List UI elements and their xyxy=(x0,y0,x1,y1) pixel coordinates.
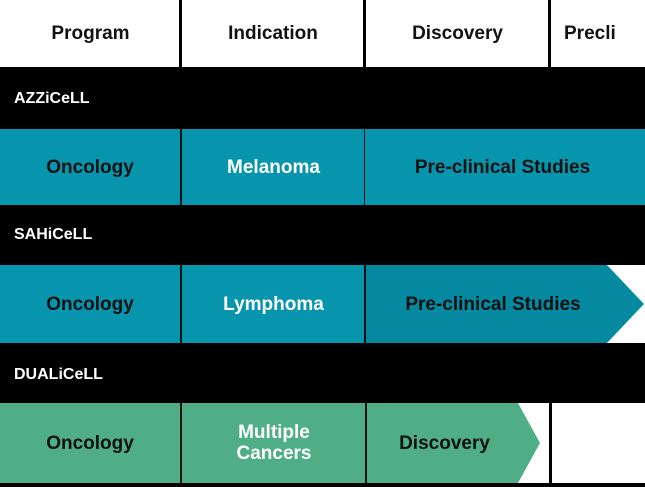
stage-arrow xyxy=(367,403,540,483)
program-cell: Oncology xyxy=(46,293,134,315)
name-band xyxy=(0,67,645,129)
divider xyxy=(549,403,552,483)
indication-cell: Multiple Cancers xyxy=(236,422,312,464)
divider xyxy=(548,0,551,67)
stage-arrow xyxy=(365,265,644,343)
program-cell: Oncology xyxy=(46,432,134,454)
stage-label: Discovery xyxy=(399,432,490,454)
header-cell: Discovery xyxy=(412,22,503,44)
stage-label: Pre-clinical Studies xyxy=(414,156,591,178)
bottom-border xyxy=(0,483,645,487)
divider xyxy=(179,0,182,67)
row-bg xyxy=(0,265,365,343)
program-name: AZZiCeLL xyxy=(14,90,90,107)
program-name: DUALiCeLL xyxy=(14,366,103,383)
header-cell: Program xyxy=(51,22,130,44)
header-cell: Precli xyxy=(564,22,616,44)
row-bg xyxy=(0,129,645,205)
stage-label: Pre-clinical Studies xyxy=(405,293,581,315)
row-bg xyxy=(0,403,367,483)
name-band xyxy=(0,205,645,265)
indication-cell: Melanoma xyxy=(227,156,320,178)
program-cell: Oncology xyxy=(46,156,134,178)
header-cell: Indication xyxy=(228,22,318,44)
divider xyxy=(363,0,366,67)
dividers xyxy=(180,129,367,483)
indication-cell: Lymphoma xyxy=(223,293,324,315)
name-band xyxy=(0,343,645,403)
program-name: SAHiCeLL xyxy=(14,226,93,243)
